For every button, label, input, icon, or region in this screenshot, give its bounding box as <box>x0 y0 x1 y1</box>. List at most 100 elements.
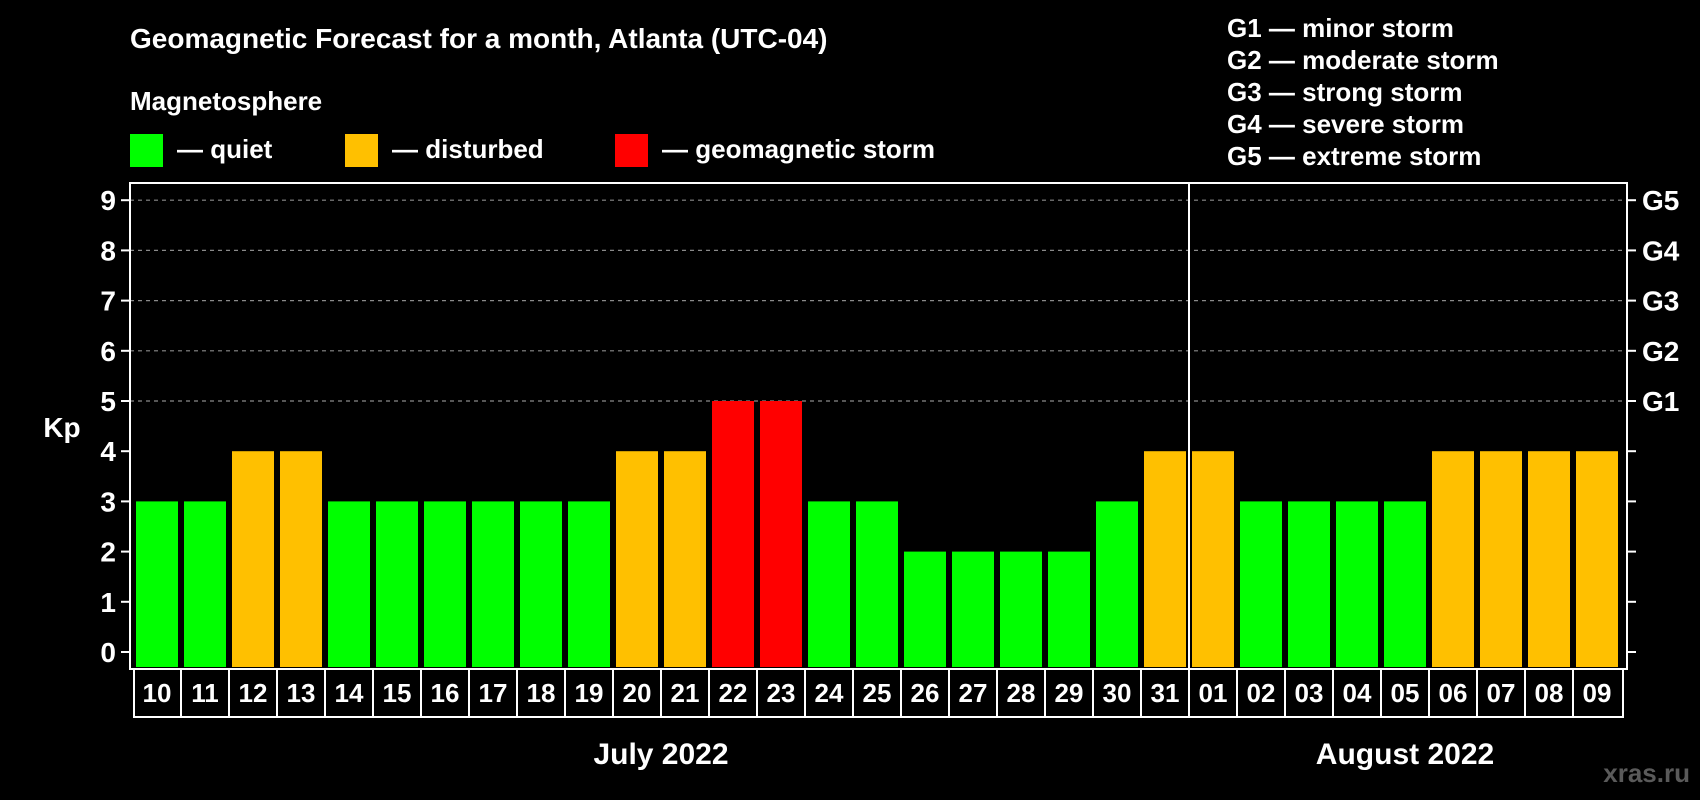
y-tick-label: 9 <box>100 185 116 216</box>
x-tick-label: 19 <box>575 678 604 708</box>
bar-28 <box>1000 551 1042 667</box>
x-tick-label: 31 <box>1151 678 1180 708</box>
y-tick-label: 2 <box>100 537 116 568</box>
legend-label-storm: — geomagnetic storm <box>662 134 935 164</box>
x-tick-label: 24 <box>815 678 844 708</box>
x-tick-label: 08 <box>1535 678 1564 708</box>
bar-30 <box>1096 501 1138 667</box>
bar-25 <box>856 501 898 667</box>
bar-08 <box>1528 451 1570 667</box>
storm-level-label: G1 <box>1642 386 1679 417</box>
y-tick-label: 5 <box>100 386 116 417</box>
bar-21 <box>664 451 706 667</box>
y-tick-label: 6 <box>100 336 116 367</box>
storm-scale-item: G1 — minor storm <box>1227 13 1454 43</box>
storm-level-label: G3 <box>1642 286 1679 317</box>
y-tick-label: 7 <box>100 286 116 317</box>
grid <box>130 199 1627 402</box>
bar-22 <box>712 401 754 667</box>
legend-label-disturbed: — disturbed <box>392 134 544 164</box>
x-tick-label: 16 <box>431 678 460 708</box>
bar-06 <box>1432 451 1474 667</box>
bar-18 <box>520 501 562 667</box>
x-tick-label: 20 <box>623 678 652 708</box>
right-axis: G1 G2 G3 G4 G5 <box>1627 185 1680 653</box>
y-axis: 0 1 2 3 4 5 6 7 8 9 <box>100 185 130 668</box>
storm-scale-item: G5 — extreme storm <box>1227 141 1481 171</box>
legend: — quiet — disturbed — geomagnetic storm <box>130 134 935 167</box>
y-tick-label: 1 <box>100 587 116 618</box>
bar-31 <box>1144 451 1186 667</box>
month-label: August 2022 <box>1316 738 1494 771</box>
x-tick-label: 27 <box>959 678 988 708</box>
x-tick-label: 07 <box>1487 678 1516 708</box>
bar-10 <box>136 501 178 667</box>
y-tick-label: 3 <box>100 486 116 517</box>
x-tick-label: 04 <box>1343 678 1372 708</box>
x-tick-label: 03 <box>1295 678 1324 708</box>
x-tick-label: 26 <box>911 678 940 708</box>
storm-scale-item: G4 — severe storm <box>1227 109 1464 139</box>
bar-07 <box>1480 451 1522 667</box>
bar-02 <box>1240 501 1282 667</box>
y-tick-label: 0 <box>100 637 116 668</box>
bar-20 <box>616 451 658 667</box>
bar-15 <box>376 501 418 667</box>
month-labels: July 2022 August 2022 <box>593 738 1494 771</box>
legend-label-quiet: — quiet <box>177 134 273 164</box>
x-tick-label: 18 <box>527 678 556 708</box>
y-tick-label: 4 <box>100 436 116 467</box>
storm-level-label: G5 <box>1642 185 1679 216</box>
x-tick-label: 11 <box>191 678 219 708</box>
x-tick-label: 05 <box>1391 678 1420 708</box>
x-tick-label: 15 <box>383 678 412 708</box>
y-axis-label: Kp <box>43 412 80 443</box>
bar-29 <box>1048 551 1090 667</box>
x-axis: 10 11 12 13 14 15 16 17 18 19 20 21 22 23 24 25 26 27 28 29… <box>133 668 1624 718</box>
bar-27 <box>952 551 994 667</box>
month-label: July 2022 <box>593 738 728 771</box>
storm-level-label: G4 <box>1642 235 1680 266</box>
y-tick-label: 8 <box>100 235 116 266</box>
bar-14 <box>328 501 370 667</box>
bar-11 <box>184 501 226 667</box>
bar-13 <box>280 451 322 667</box>
bar-16 <box>424 501 466 667</box>
x-tick-label: 25 <box>863 678 892 708</box>
legend-title: Magnetosphere <box>130 86 322 116</box>
x-tick-label: 30 <box>1103 678 1132 708</box>
bar-01 <box>1192 451 1234 667</box>
legend-swatch-disturbed <box>345 134 378 167</box>
bar-24 <box>808 501 850 667</box>
bar-09 <box>1576 451 1618 667</box>
bars <box>136 401 1618 667</box>
x-tick-label: 21 <box>671 678 700 708</box>
x-tick-label: 22 <box>719 678 748 708</box>
legend-swatch-quiet <box>130 134 163 167</box>
storm-level-label: G2 <box>1642 336 1679 367</box>
storm-scale-item: G3 — strong storm <box>1227 77 1462 107</box>
x-tick-label: 10 <box>143 678 172 708</box>
x-tick-label: 23 <box>767 678 796 708</box>
x-tick-label: 01 <box>1199 678 1228 708</box>
x-tick-label: 09 <box>1583 678 1612 708</box>
x-tick-label: 28 <box>1007 678 1036 708</box>
x-axis-box <box>133 668 1624 718</box>
bar-23 <box>760 401 802 667</box>
x-tick-label: 17 <box>479 678 508 708</box>
chart-title: Geomagnetic Forecast for a month, Atlant… <box>130 23 828 54</box>
bar-12 <box>232 451 274 667</box>
x-tick-label: 12 <box>239 678 268 708</box>
bar-04 <box>1336 501 1378 667</box>
bar-19 <box>568 501 610 667</box>
bar-05 <box>1384 501 1426 667</box>
bar-26 <box>904 551 946 667</box>
x-tick-label: 06 <box>1439 678 1468 708</box>
x-tick-label: 13 <box>287 678 316 708</box>
watermark: xras.ru <box>1603 758 1690 788</box>
storm-scale-item: G2 — moderate storm <box>1227 45 1499 75</box>
legend-swatch-storm <box>615 134 648 167</box>
bar-03 <box>1288 501 1330 667</box>
